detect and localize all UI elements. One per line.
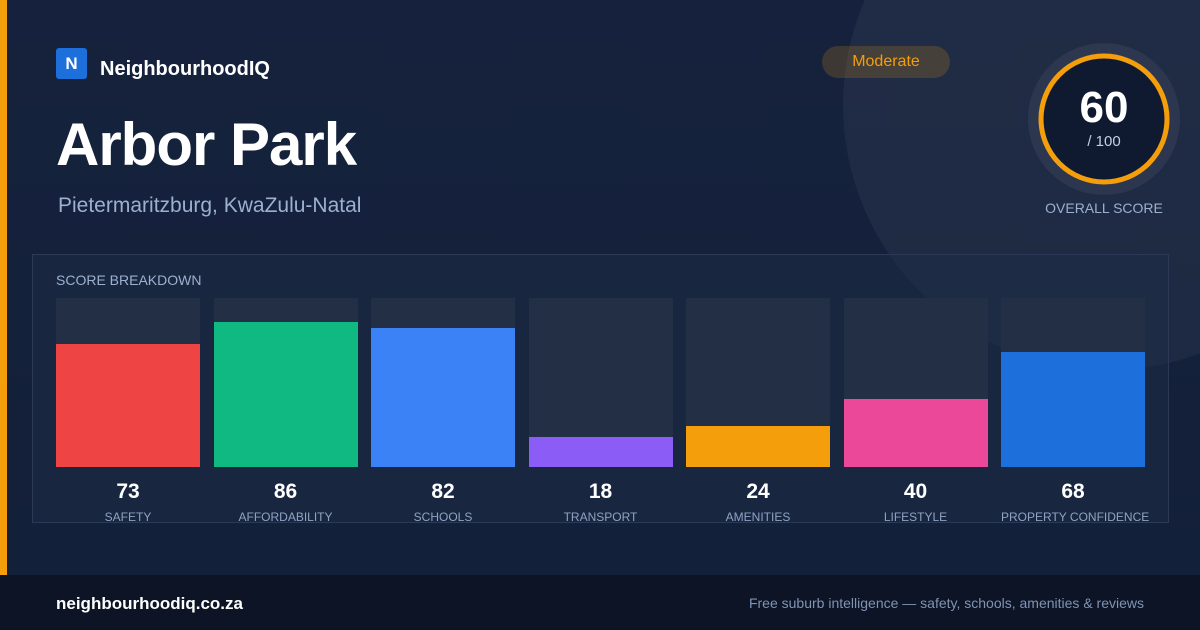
bar-label: SAFETY <box>104 510 152 524</box>
bar-fill <box>1001 352 1145 467</box>
score-breakdown-panel: SCORE BREAKDOWN 73 SAFETY 86 AFFORDABILITY 8… <box>32 254 1169 524</box>
bar-track <box>843 298 988 467</box>
bar-value: 86 <box>273 480 298 503</box>
bar-fill <box>528 436 673 467</box>
bar-column-safety: 73 SAFETY <box>56 298 200 524</box>
bar-track <box>213 298 358 467</box>
bar-label: AMENITIES <box>725 510 791 524</box>
bar-label: TRANSPORT <box>563 510 638 524</box>
bar-value: 68 <box>1061 480 1085 503</box>
bar-fill <box>371 328 515 467</box>
bar-value: 82 <box>431 480 455 503</box>
overall-score-max: / 100 <box>1087 133 1121 150</box>
bar-value: 40 <box>903 480 928 503</box>
bar-label: AFFORDABILITY <box>238 510 333 524</box>
brand[interactable]: N NeighbourhoodIQ <box>56 46 270 81</box>
overall-score-caption: OVERALL SCORE <box>1045 200 1163 216</box>
bar-track <box>56 298 200 467</box>
suburb-title: Arbor Park <box>56 111 357 178</box>
breakdown-title: SCORE BREAKDOWN <box>56 272 202 288</box>
rating-badge: Moderate <box>822 46 950 78</box>
suburb-location: Pietermaritzburg, KwaZulu-Natal <box>58 194 362 217</box>
hero-card: N NeighbourhoodIQ Arbor Park Pietermarit… <box>0 0 1200 575</box>
score-ring-graphic <box>1038 53 1170 185</box>
bar-fill <box>213 321 358 467</box>
bar-column-affordability: 86 AFFORDABILITY <box>213 298 358 524</box>
bar-value: 24 <box>746 480 770 503</box>
bar-column-schools: 82 SCHOOLS <box>371 298 515 524</box>
brand-logo-icon: N <box>56 48 87 79</box>
overall-score-ring: 60 / 100 <box>1028 43 1180 195</box>
bar-value: 73 <box>116 480 140 503</box>
bar-label: SCHOOLS <box>413 510 473 524</box>
footer: neighbourhoodiq.co.za Free suburb intell… <box>0 575 1200 630</box>
footer-tagline: Free suburb intelligence — safety, schoo… <box>748 595 1144 611</box>
bar-track <box>1001 298 1145 467</box>
bar-column-transport: 18 TRANSPORT <box>528 298 673 524</box>
bar-track <box>528 298 673 467</box>
brand-name: NeighbourhoodIQ <box>100 58 270 80</box>
overall-score-value: 60 <box>1079 83 1129 132</box>
bar-column-lifestyle: 40 LIFESTYLE <box>843 298 988 524</box>
footer-url-link[interactable]: neighbourhoodiq.co.za <box>56 594 243 613</box>
bar-fill <box>843 399 988 467</box>
score-arc <box>1038 53 1170 185</box>
bar-track <box>371 298 515 467</box>
bar-column-amenities: 24 AMENITIES <box>686 298 830 524</box>
bar-label: PROPERTY CONFIDENCE <box>1001 510 1150 524</box>
accent-strip <box>0 0 7 575</box>
bar-column-property-confidence: 68 PROPERTY CONFIDENCE <box>1001 298 1150 524</box>
bar-fill <box>56 343 200 467</box>
bar-fill <box>686 426 830 467</box>
bar-track <box>686 298 830 467</box>
bar-value: 18 <box>588 480 613 503</box>
bar-label: LIFESTYLE <box>883 510 948 524</box>
